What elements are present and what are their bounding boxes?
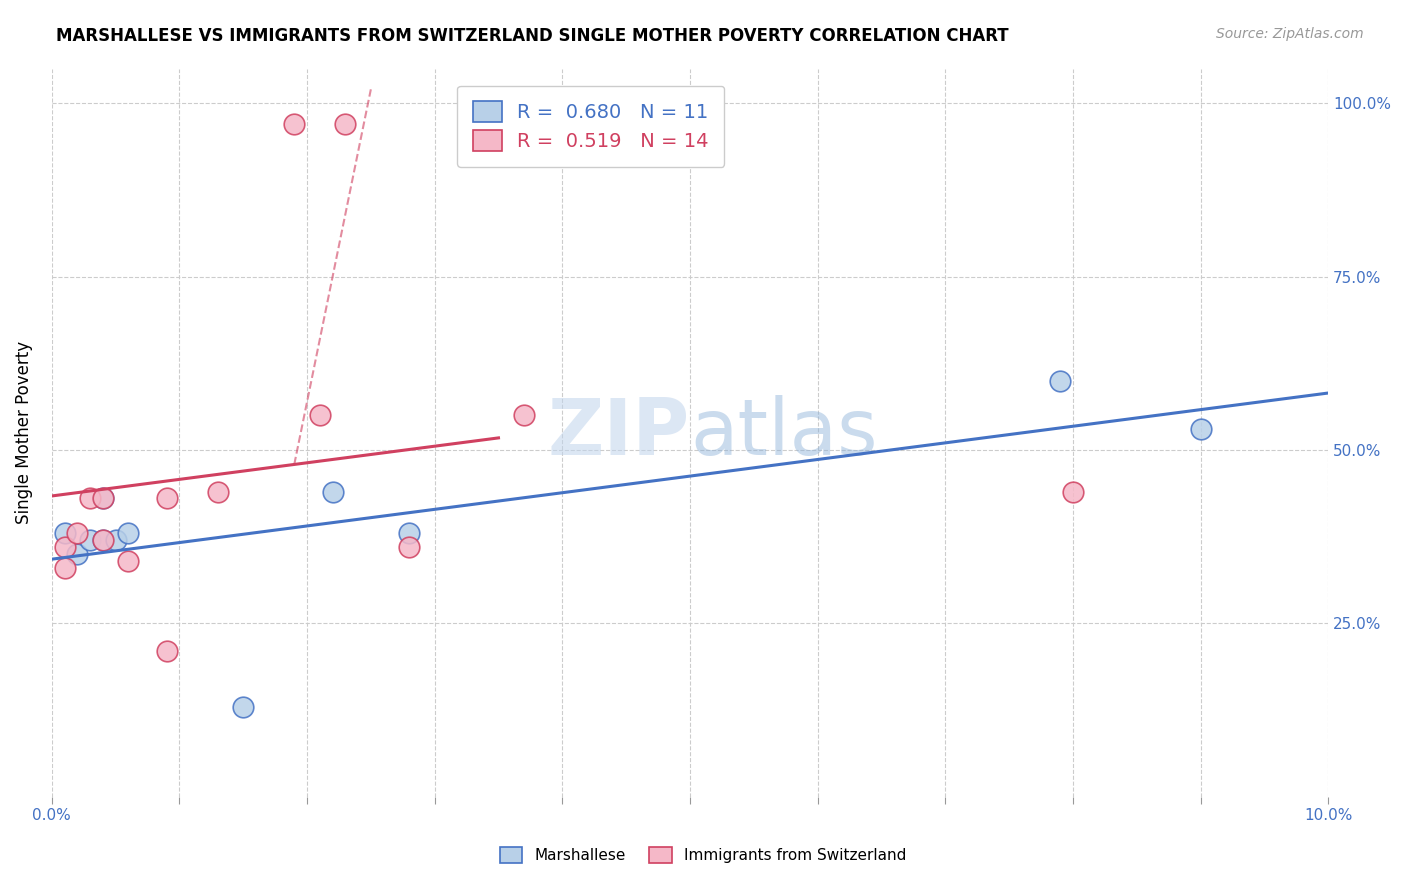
Point — [91, 491, 114, 506]
Point — [1062, 484, 1084, 499]
Point — [53, 561, 76, 575]
Point — [66, 526, 89, 541]
Y-axis label: Single Mother Poverty: Single Mother Poverty — [15, 341, 32, 524]
Text: ZIP: ZIP — [548, 394, 690, 471]
Point — [398, 526, 420, 541]
Point — [398, 540, 420, 554]
Point — [156, 644, 179, 658]
Point — [91, 491, 114, 506]
Text: atlas: atlas — [690, 394, 877, 471]
Legend: R =  0.680   N = 11, R =  0.519   N = 14: R = 0.680 N = 11, R = 0.519 N = 14 — [457, 86, 724, 167]
Point — [322, 484, 344, 499]
Text: MARSHALLESE VS IMMIGRANTS FROM SWITZERLAND SINGLE MOTHER POVERTY CORRELATION CHA: MARSHALLESE VS IMMIGRANTS FROM SWITZERLA… — [56, 27, 1010, 45]
Point — [283, 117, 305, 131]
Point — [79, 533, 101, 547]
Point — [335, 117, 357, 131]
Point — [66, 547, 89, 561]
Point — [513, 409, 536, 423]
Point — [117, 526, 139, 541]
Point — [308, 409, 330, 423]
Text: Source: ZipAtlas.com: Source: ZipAtlas.com — [1216, 27, 1364, 41]
Point — [156, 491, 179, 506]
Point — [1189, 422, 1212, 436]
Point — [104, 533, 127, 547]
Point — [53, 540, 76, 554]
Point — [207, 484, 229, 499]
Point — [232, 699, 254, 714]
Legend: Marshallese, Immigrants from Switzerland: Marshallese, Immigrants from Switzerland — [488, 835, 918, 875]
Point — [91, 533, 114, 547]
Point — [1049, 374, 1071, 388]
Point — [53, 526, 76, 541]
Point — [79, 491, 101, 506]
Point — [91, 533, 114, 547]
Point — [117, 554, 139, 568]
